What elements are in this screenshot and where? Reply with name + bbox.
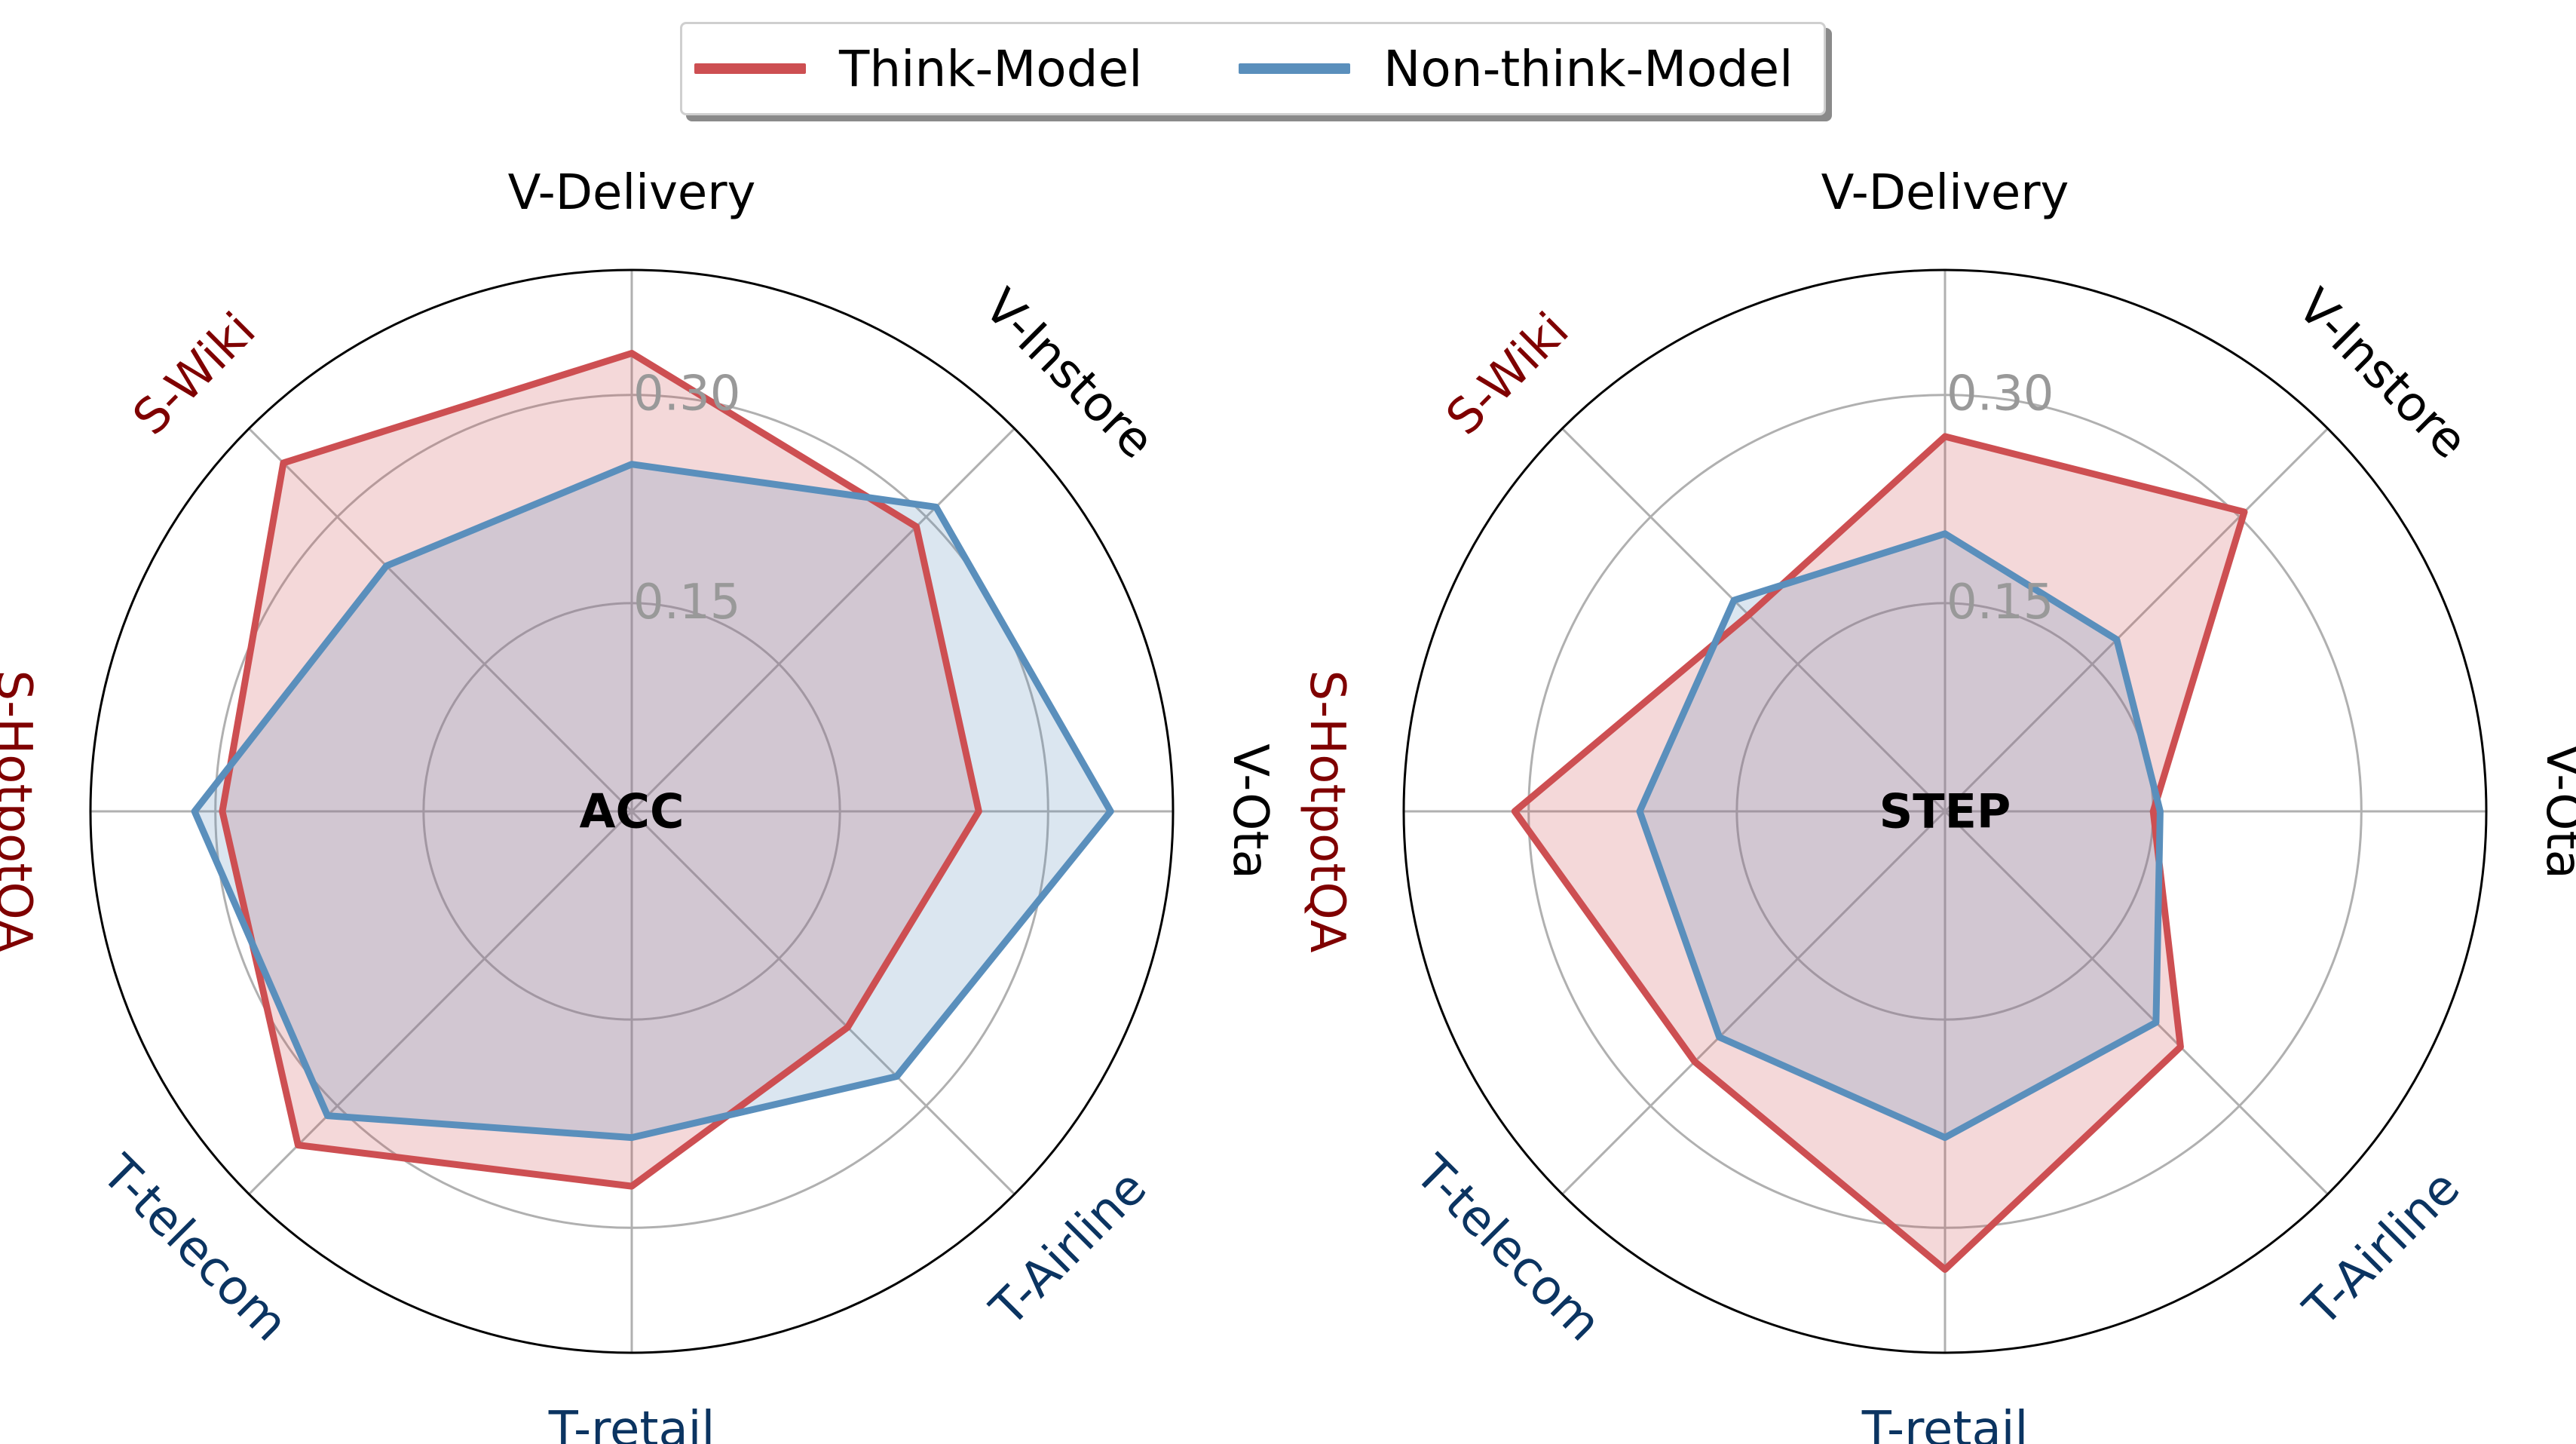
- axis-label-s-hotpotqa: S-HotpotQA: [0, 670, 41, 952]
- legend-swatch-nonthink: [1239, 63, 1350, 74]
- axis-label-v-ota: V-Ota: [2535, 743, 2576, 879]
- axis-label-v-delivery: V-Delivery: [508, 165, 756, 221]
- axis-label-t-retail: T-retail: [548, 1402, 715, 1444]
- polar-frame: [89, 268, 1175, 1354]
- axis-label-s-wiki: S-Wiki: [123, 302, 267, 446]
- radial-tick-label: 0.30: [633, 366, 741, 422]
- series-line-nonthink: [1636, 530, 2164, 1142]
- series-line-think: [1511, 433, 2248, 1273]
- chart-title: ACC: [580, 784, 685, 839]
- radial-tick-label: 0.30: [1947, 366, 2054, 422]
- legend-label-think: Think-Model: [839, 39, 1143, 98]
- grid-spoke: [1561, 810, 1947, 1195]
- chart-title: STEP: [1879, 784, 2011, 839]
- grid-spoke: [630, 810, 1015, 1195]
- legend-label-nonthink: Non-think-Model: [1383, 39, 1793, 98]
- legend-entry-think: Think-Model: [694, 24, 1143, 113]
- series-line-nonthink: [191, 461, 1114, 1142]
- axis-label-s-wiki: S-Wiki: [1436, 302, 1580, 446]
- grid-spoke: [248, 428, 633, 813]
- series-area-think: [222, 353, 979, 1187]
- series-area-nonthink: [1640, 533, 2161, 1138]
- legend-entry-nonthink: Non-think-Model: [1239, 24, 1793, 113]
- radial-tick-label: 0.15: [633, 575, 741, 630]
- radial-tick-label: 0.15: [1947, 575, 2054, 630]
- legend: Think-Model Non-think-Model: [680, 22, 1826, 115]
- axis-label-s-hotpotqa: S-HotpotQA: [1299, 670, 1355, 952]
- legend-swatch-think: [694, 63, 806, 74]
- axis-label-t-retail: T-retail: [1861, 1402, 2028, 1444]
- grid-spoke: [248, 810, 633, 1195]
- axis-label-v-ota: V-Ota: [1222, 743, 1278, 879]
- grid-spoke: [1943, 428, 2329, 813]
- grid-spoke: [1561, 428, 1947, 813]
- series-line-think: [219, 350, 982, 1190]
- grid-spoke: [1943, 810, 2329, 1195]
- grid-spoke: [630, 428, 1015, 813]
- radar-chart-step: 0.150.30STEPV-DeliveryV-InstoreV-OtaT-Ai…: [1299, 165, 2576, 1444]
- axis-label-v-delivery: V-Delivery: [1821, 165, 2069, 221]
- polar-frame: [1402, 268, 2488, 1354]
- radar-chart-acc: 0.150.30ACCV-DeliveryV-InstoreV-OtaT-Air…: [0, 165, 1278, 1444]
